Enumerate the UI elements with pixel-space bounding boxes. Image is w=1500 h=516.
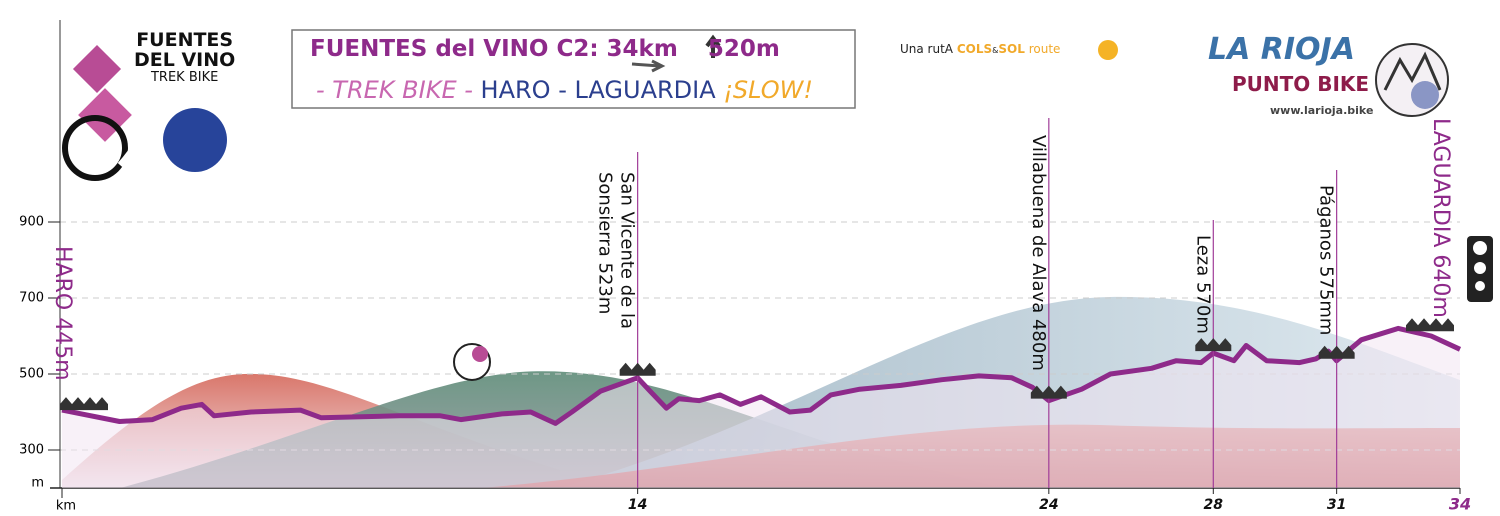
logo-text: FUENTES DEL VINO TREK BIKE (134, 30, 235, 85)
logo-shape (72, 44, 122, 94)
x-tick-label: 24 (1039, 497, 1058, 513)
title: FUENTES del VINO C2: 34km (310, 36, 678, 62)
route-text: Una rutA (900, 42, 954, 56)
subtitle: - TREK BIKE - (316, 76, 473, 104)
license-icon (1474, 262, 1486, 274)
route-text: SOL (998, 42, 1025, 56)
y-tick-label: 700 (19, 291, 44, 306)
subtitle: HARO - LAGUARDIA (480, 76, 716, 104)
y-tick-label: 300 (19, 443, 44, 458)
elevation-line (61, 325, 1462, 426)
start-label: HARO 445m (50, 246, 75, 381)
elevation-area (62, 328, 1460, 488)
route-text: route (1028, 42, 1061, 56)
waypoint-label: Páganos 575mm (1316, 185, 1337, 335)
right-logo (1375, 43, 1449, 117)
village-icon (1406, 318, 1454, 332)
route-text: COLS (956, 42, 993, 56)
waypoint-label: Villabuena de Alava 480m (1028, 135, 1049, 371)
village-icon (619, 362, 656, 376)
waypoint-label: Leza 570m (1192, 235, 1213, 334)
end-label: LAGUARDIA 640m (1428, 118, 1453, 318)
route-line: Una rutA COLS&SOL route (900, 42, 1060, 56)
brand-subtitle: PUNTO BIKE (1232, 72, 1370, 96)
logo-grapes (1411, 81, 1439, 109)
route-icon (1098, 40, 1118, 60)
logo-shape (163, 108, 227, 172)
y-tick-label: 500 (19, 367, 44, 382)
logo-title: DEL VINO (134, 49, 236, 71)
plot: 300 500 700 900 mkm 14 24 28 31 34 San Vicente de … (19, 20, 1471, 514)
brand: LA RIOJA (1208, 32, 1355, 67)
route-text: & (992, 46, 999, 55)
left-logo (62, 44, 227, 181)
logo-mountains (1383, 51, 1442, 91)
url: www.larioja.bike (1270, 104, 1374, 117)
village-icon (1195, 338, 1232, 352)
route-arrow (631, 59, 666, 73)
waypoint-label: San Vicente de la (617, 172, 638, 329)
y-axis-label: m (31, 476, 44, 491)
x-tick-label: 14 (628, 497, 647, 513)
license-icon (1473, 241, 1487, 255)
village-icon (1318, 345, 1355, 359)
x-tick-label: 34 (1449, 495, 1471, 514)
climb: 520m (707, 36, 780, 62)
y-tick-label: 900 (19, 215, 44, 230)
logo-subtitle: TREK BIKE (150, 70, 219, 85)
village-icon (1030, 385, 1067, 399)
x-axis-label: km (56, 499, 76, 514)
title-box (291, 29, 856, 109)
subtitle-line: - TREK BIKE - HARO - LAGUARDIA ¡SLOW! (316, 76, 813, 104)
subtitle: ¡SLOW! (723, 76, 814, 104)
logo-road (117, 87, 201, 167)
climb-arrow (705, 34, 721, 58)
cyclist-icon (472, 346, 488, 362)
logo-wheel (62, 115, 128, 181)
logo-title: FUENTES (136, 29, 234, 51)
title-line: FUENTES del VINO C2: 34km 520m (310, 36, 780, 62)
waypoint-label: Sonsierra 523m (595, 172, 616, 314)
license-icon (1475, 281, 1485, 291)
village-icon (60, 397, 108, 411)
x-tick-label: 28 (1204, 497, 1224, 513)
x-tick-label: 31 (1327, 497, 1346, 513)
